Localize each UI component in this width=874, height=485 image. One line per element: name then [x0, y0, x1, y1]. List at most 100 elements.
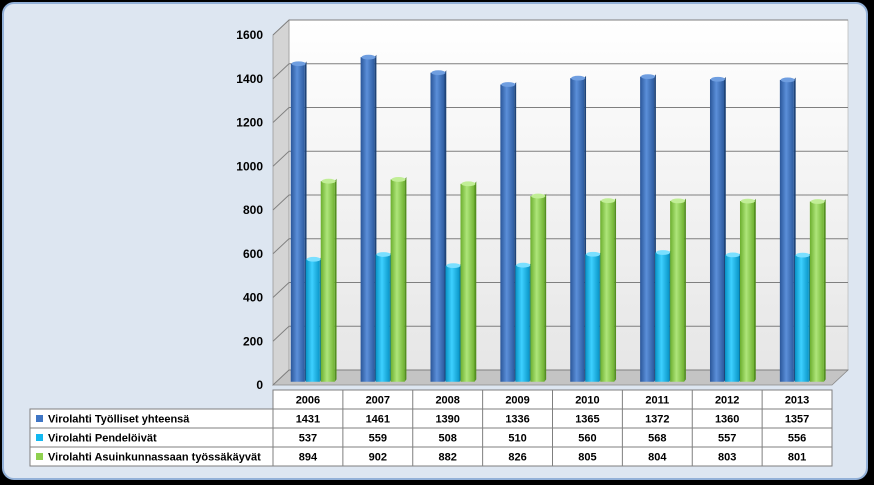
bar-top: [795, 252, 810, 258]
bar-front: [570, 78, 585, 382]
y-tick-label: 600: [243, 247, 263, 261]
bar-side: [544, 193, 547, 382]
bar-top: [725, 252, 740, 258]
bar: [809, 199, 826, 382]
legend-swatch: [36, 453, 43, 460]
data-label: 1360: [715, 414, 739, 426]
bar-top: [710, 76, 725, 82]
bar: [600, 198, 617, 382]
bar: [530, 193, 547, 382]
legend-swatch: [36, 434, 43, 441]
bar-side: [614, 198, 617, 382]
bar-front: [794, 255, 809, 382]
bar-top: [391, 177, 406, 182]
bar: [390, 177, 407, 382]
bar-top: [586, 251, 601, 257]
bar-front: [375, 254, 390, 382]
bar-top: [671, 198, 686, 204]
bar: [360, 54, 377, 382]
bar-top: [321, 178, 336, 184]
bar-top: [446, 263, 461, 269]
bar-front: [530, 196, 545, 382]
bar-top: [431, 70, 446, 76]
bar: [460, 181, 477, 382]
bar-side: [404, 177, 407, 382]
bar-side: [823, 199, 826, 382]
data-label: 801: [788, 452, 806, 464]
data-label: 882: [439, 452, 457, 464]
data-label: 508: [439, 433, 457, 445]
x-tick-label: 2011: [645, 395, 669, 407]
bar-front: [390, 179, 405, 382]
bar: [305, 256, 322, 382]
bar-top: [291, 61, 306, 67]
bar-top: [571, 75, 586, 81]
plot-wall: [271, 19, 850, 386]
data-label: 1431: [296, 414, 320, 426]
data-label: 1336: [505, 414, 529, 426]
bar-top: [461, 181, 476, 187]
x-tick-label: 2010: [575, 395, 599, 407]
bar-top: [740, 198, 755, 204]
bar-top: [501, 82, 516, 87]
y-tick-label: 200: [243, 334, 263, 348]
bar: [515, 262, 532, 382]
data-label: 826: [508, 452, 526, 464]
gridline: [272, 194, 848, 211]
bar: [290, 61, 307, 382]
bar-top: [306, 256, 321, 262]
bar: [739, 198, 756, 382]
bar-side: [474, 181, 477, 382]
y-tick-label: 800: [243, 203, 263, 217]
bar-front: [779, 79, 794, 382]
y-tick-label: 1200: [236, 116, 263, 130]
data-label: 510: [508, 433, 526, 445]
data-label: 559: [369, 433, 387, 445]
bar-front: [305, 259, 320, 382]
bar-top: [810, 199, 825, 204]
data-table: 2006 2007 2008 2009 2010 2011 2012 2013 Virolaht…: [29, 389, 833, 467]
bars: [290, 54, 826, 382]
gridline: [272, 63, 848, 80]
bar-front: [670, 200, 685, 382]
bar-top: [361, 54, 376, 60]
gridline: [272, 238, 848, 255]
data-label: 560: [578, 433, 596, 445]
bar-front: [430, 72, 445, 382]
data-label: 894: [299, 452, 318, 464]
bar-front: [739, 201, 754, 382]
bar: [445, 263, 462, 382]
data-label: 537: [299, 433, 317, 445]
legend-label: Virolahti Pendelöivät: [48, 433, 157, 445]
bar-front: [360, 57, 375, 382]
floor: [271, 369, 850, 386]
bar-top: [656, 250, 671, 255]
bar: [500, 82, 517, 382]
gridline: [272, 19, 848, 36]
bar: [585, 251, 602, 382]
bar-top: [531, 193, 546, 199]
x-tick-label: 2006: [296, 395, 320, 407]
y-tick-label: 1400: [236, 72, 263, 86]
y-tick-label: 400: [243, 291, 263, 305]
bar-front: [640, 76, 655, 382]
bar-front: [709, 79, 724, 382]
bar-side: [334, 178, 337, 382]
bar: [655, 250, 671, 382]
data-label: 1390: [435, 414, 459, 426]
bar: [794, 252, 811, 382]
data-label: 1357: [785, 414, 809, 426]
legend-label: Virolahti Työlliset yhteensä: [48, 414, 190, 426]
bar-top: [516, 262, 531, 268]
bar-front: [585, 254, 600, 382]
bar-top: [601, 198, 616, 204]
legend-swatch: [36, 415, 43, 422]
bar-front: [320, 181, 335, 382]
bar-front: [515, 265, 530, 382]
x-tick-label: 2013: [785, 395, 809, 407]
bar: [670, 198, 686, 382]
gridline: [272, 150, 848, 167]
bar: [430, 70, 447, 382]
bar-front: [809, 201, 824, 382]
x-tick-label: 2009: [505, 395, 529, 407]
